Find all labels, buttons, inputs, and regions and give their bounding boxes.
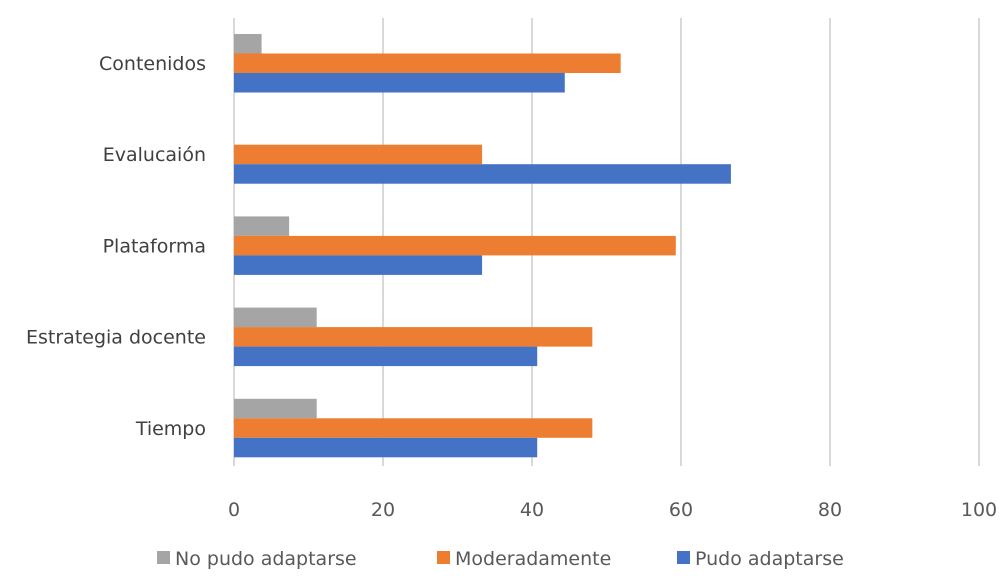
bar-tiempo-pudo-adaptarse (234, 437, 538, 458)
legend: No pudo adaptarse Moderadamente Pudo adapt… (157, 548, 844, 570)
bar-tiempo-no-pudo-adaptarse (234, 398, 317, 419)
bar-plataforma-moderadamente (234, 235, 676, 256)
x-tick-labels: 0 20 40 60 80 100 (228, 499, 997, 521)
bar-estrategia-docente-pudo-adaptarse (234, 346, 538, 367)
bar-estrategia-docente-no-pudo-adaptarse (234, 307, 317, 328)
legend-swatch-moderadamente (437, 551, 450, 564)
bar-plataforma-no-pudo-adaptarse (234, 216, 290, 236)
x-tick-label: 60 (669, 499, 693, 521)
x-tick-label: 0 (228, 499, 240, 521)
category-label: Contenidos (99, 53, 206, 75)
category-label: Plataforma (103, 235, 206, 257)
bar-evalucaión-pudo-adaptarse (234, 164, 731, 184)
bar-tiempo-moderadamente (234, 418, 593, 438)
bar-plataforma-pudo-adaptarse (234, 255, 483, 275)
legend-swatch-pudo-adaptarse (677, 551, 690, 564)
bar-evalucaión-moderadamente (234, 144, 483, 165)
legend-label: Pudo adaptarse (695, 548, 844, 570)
bars (234, 34, 731, 458)
x-tick-label: 100 (961, 499, 997, 521)
legend-label: Moderadamente (455, 548, 611, 570)
x-tick-label: 80 (818, 499, 842, 521)
category-label: Evalucaión (103, 144, 206, 166)
bar-contenidos-no-pudo-adaptarse (234, 34, 262, 54)
bar-contenidos-pudo-adaptarse (234, 73, 565, 93)
bar-estrategia-docente-moderadamente (234, 327, 593, 347)
x-tick-label: 40 (520, 499, 544, 521)
legend-label: No pudo adaptarse (175, 548, 357, 570)
category-labels: Contenidos Evalucaión Plataforma Estrategia… (26, 53, 206, 440)
legend-swatch-no-pudo-adaptarse (157, 551, 170, 564)
category-label: Estrategia docente (26, 327, 206, 349)
x-tick-label: 20 (371, 499, 395, 521)
bar-contenidos-moderadamente (234, 53, 621, 73)
category-label: Tiempo (135, 418, 206, 440)
